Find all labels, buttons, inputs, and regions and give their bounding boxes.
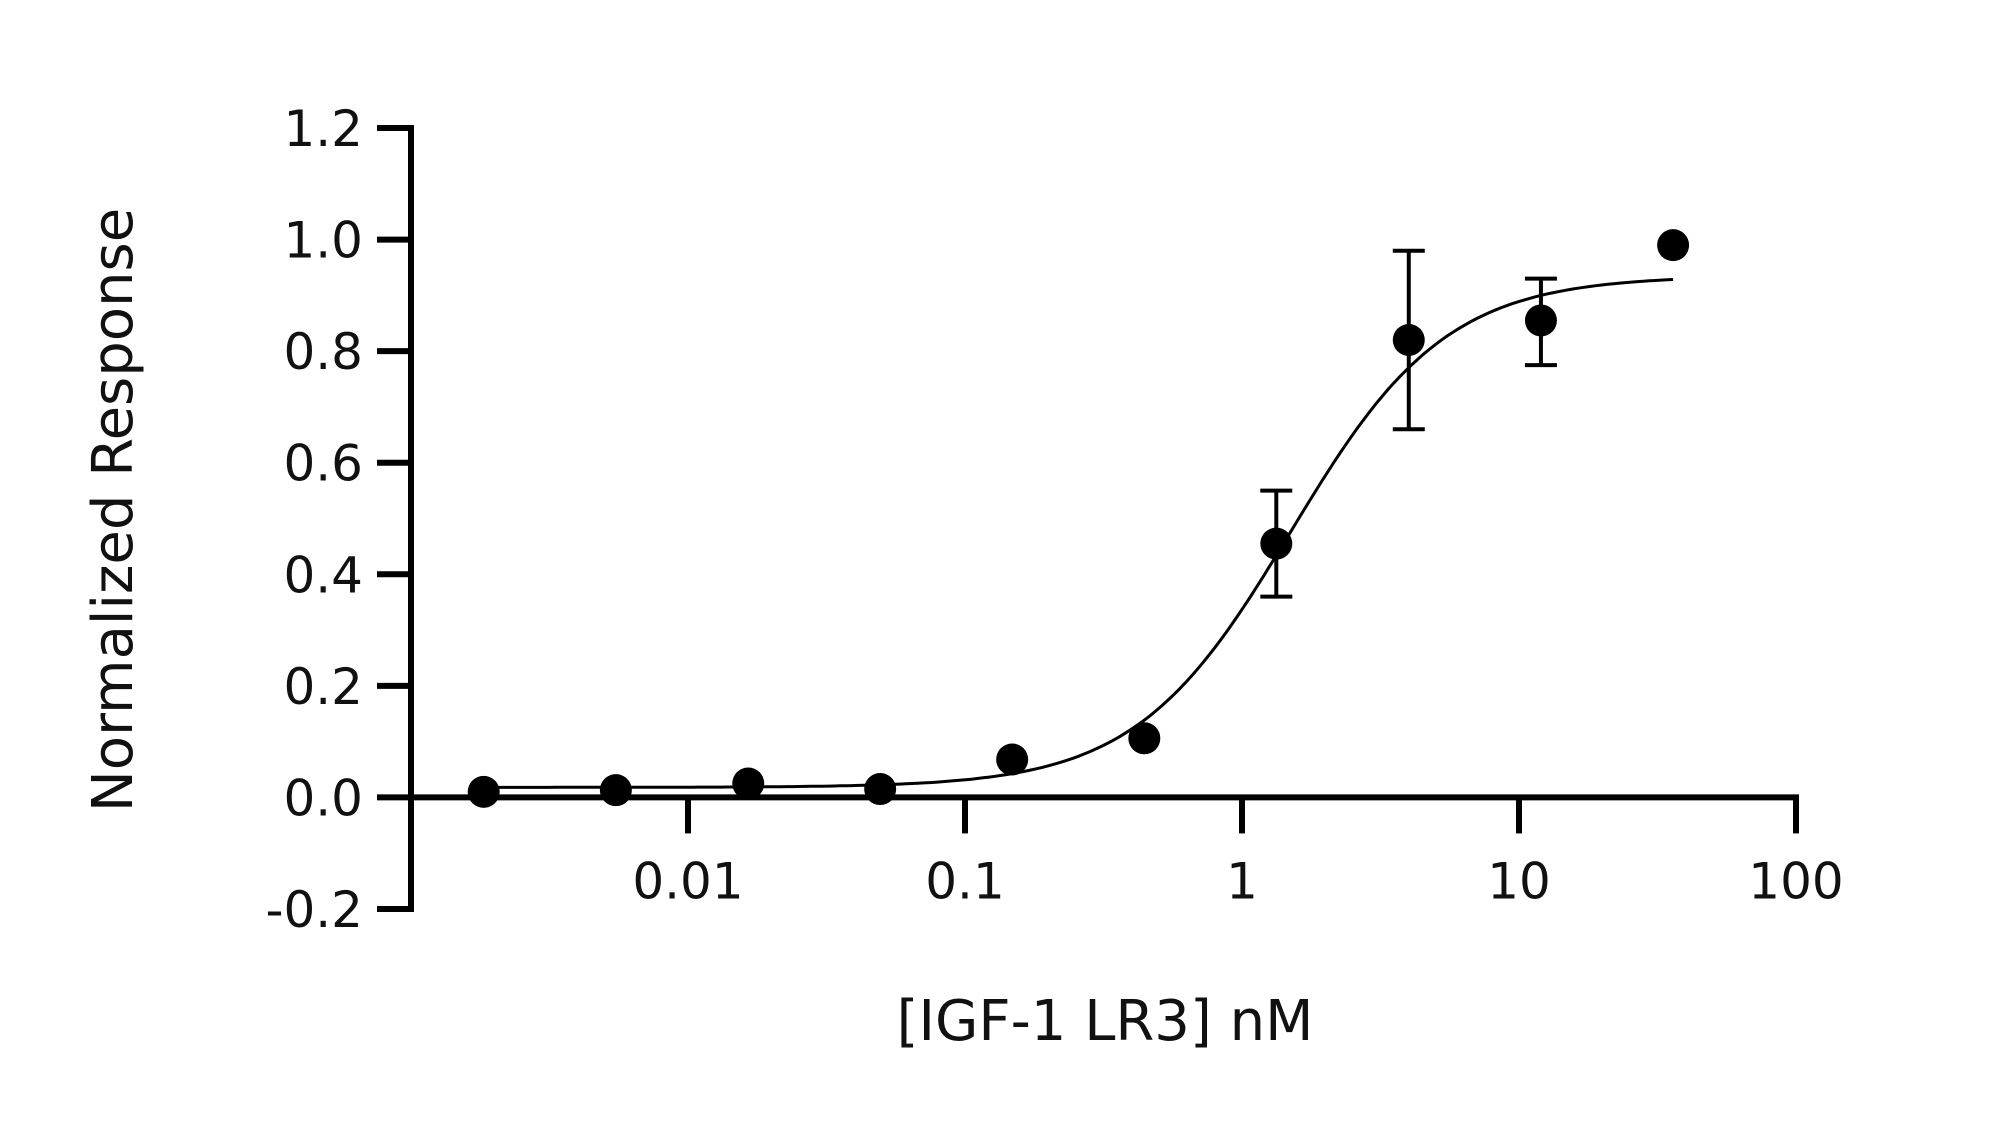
y-axis-title: Normalized Response [81,208,146,812]
fit-curve-group [483,278,1674,789]
y-tick-label: 1.0 [283,212,363,270]
x-tick-label: 0.01 [632,852,743,910]
x-tick-label: 1 [1226,852,1258,910]
data-points [467,229,1690,808]
y-tick-label: 0.2 [283,658,363,716]
y-tick-label: 1.2 [283,100,363,158]
y-tick-label: -0.2 [265,881,363,939]
data-point [1524,304,1557,337]
data-point [1657,229,1690,262]
data-point [1260,527,1293,560]
x-tick-label: 10 [1487,852,1551,910]
fit-curve [483,278,1674,789]
y-tick-label: 0.0 [283,769,363,827]
data-point [1392,323,1425,356]
data-point [732,767,765,800]
y-tick-label: 0.4 [283,546,363,604]
data-point [1128,722,1161,755]
y-tick-label: 0.8 [283,323,363,381]
y-tick-label: 0.6 [283,435,363,493]
axes [408,125,1799,912]
data-point [996,743,1029,776]
data-point [864,773,897,806]
x-tick-label: 0.1 [925,852,1005,910]
x-tick-label: 100 [1748,852,1843,910]
data-point [467,775,500,808]
x-axis-title: [IGF-1 LR3] nM [897,989,1314,1054]
data-point [599,774,632,807]
ticks: -0.2 0.0 0.2 0.4 0.6 0.8 1.0 1.2 0.01 0.1 1 10 100 [265,100,1843,939]
